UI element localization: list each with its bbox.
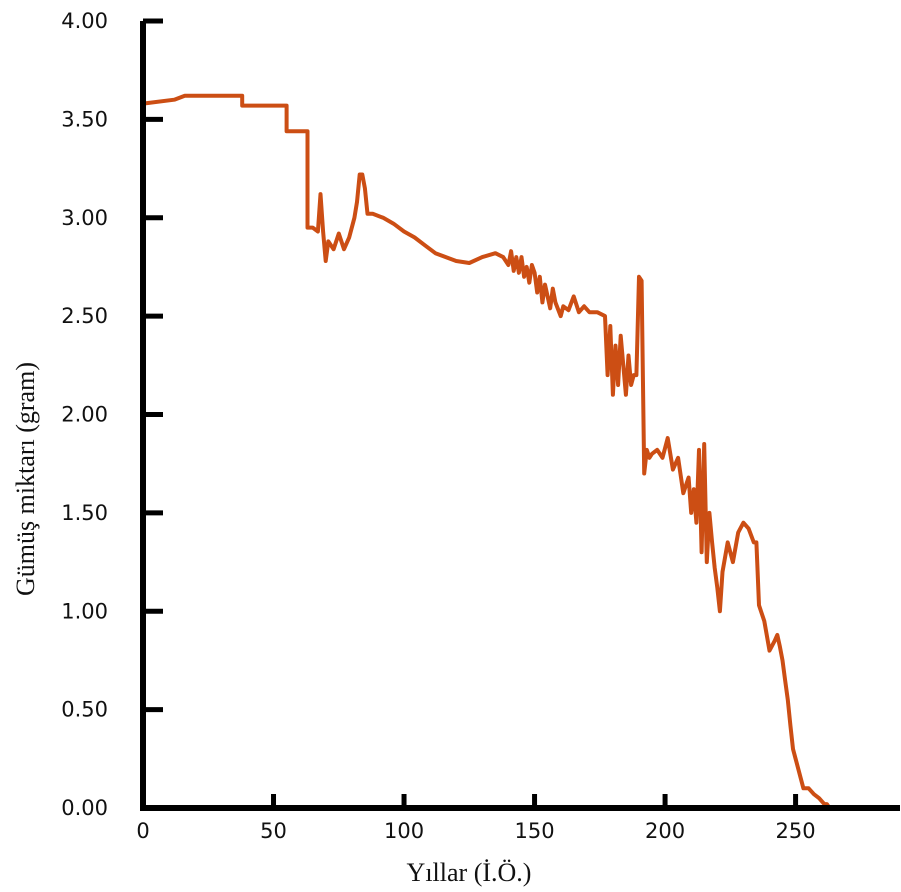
y-tick-label: 1.50	[61, 501, 108, 525]
y-tick-label: 3.00	[61, 206, 108, 230]
series-line-silver-content	[141, 93, 832, 810]
x-tick-label: 250	[776, 819, 816, 843]
y-axis-title: Gümüş miktarı (gram)	[11, 362, 40, 596]
y-tick-label: 0.00	[61, 796, 108, 820]
y-tick-label: 1.00	[61, 599, 108, 623]
x-tick-label: 100	[384, 819, 424, 843]
ticks-layer: 0.00 0.50 1.00 1.50 2.00 2.50 3.00 3.50 4.00 0 50 1…	[61, 9, 815, 843]
x-tick-label: 150	[515, 819, 555, 843]
y-tick-label: 4.00	[61, 9, 108, 33]
x-axis-title: Yıllar (İ.Ö.)	[407, 858, 532, 887]
y-tick-label: 2.50	[61, 304, 108, 328]
y-tick-label: 2.00	[61, 403, 108, 427]
x-tick-label: 200	[645, 819, 685, 843]
x-tick-label: 0	[136, 819, 149, 843]
y-tick-label: 3.50	[61, 107, 108, 131]
x-tick-label: 50	[260, 819, 287, 843]
y-tick-label: 0.50	[61, 698, 108, 722]
